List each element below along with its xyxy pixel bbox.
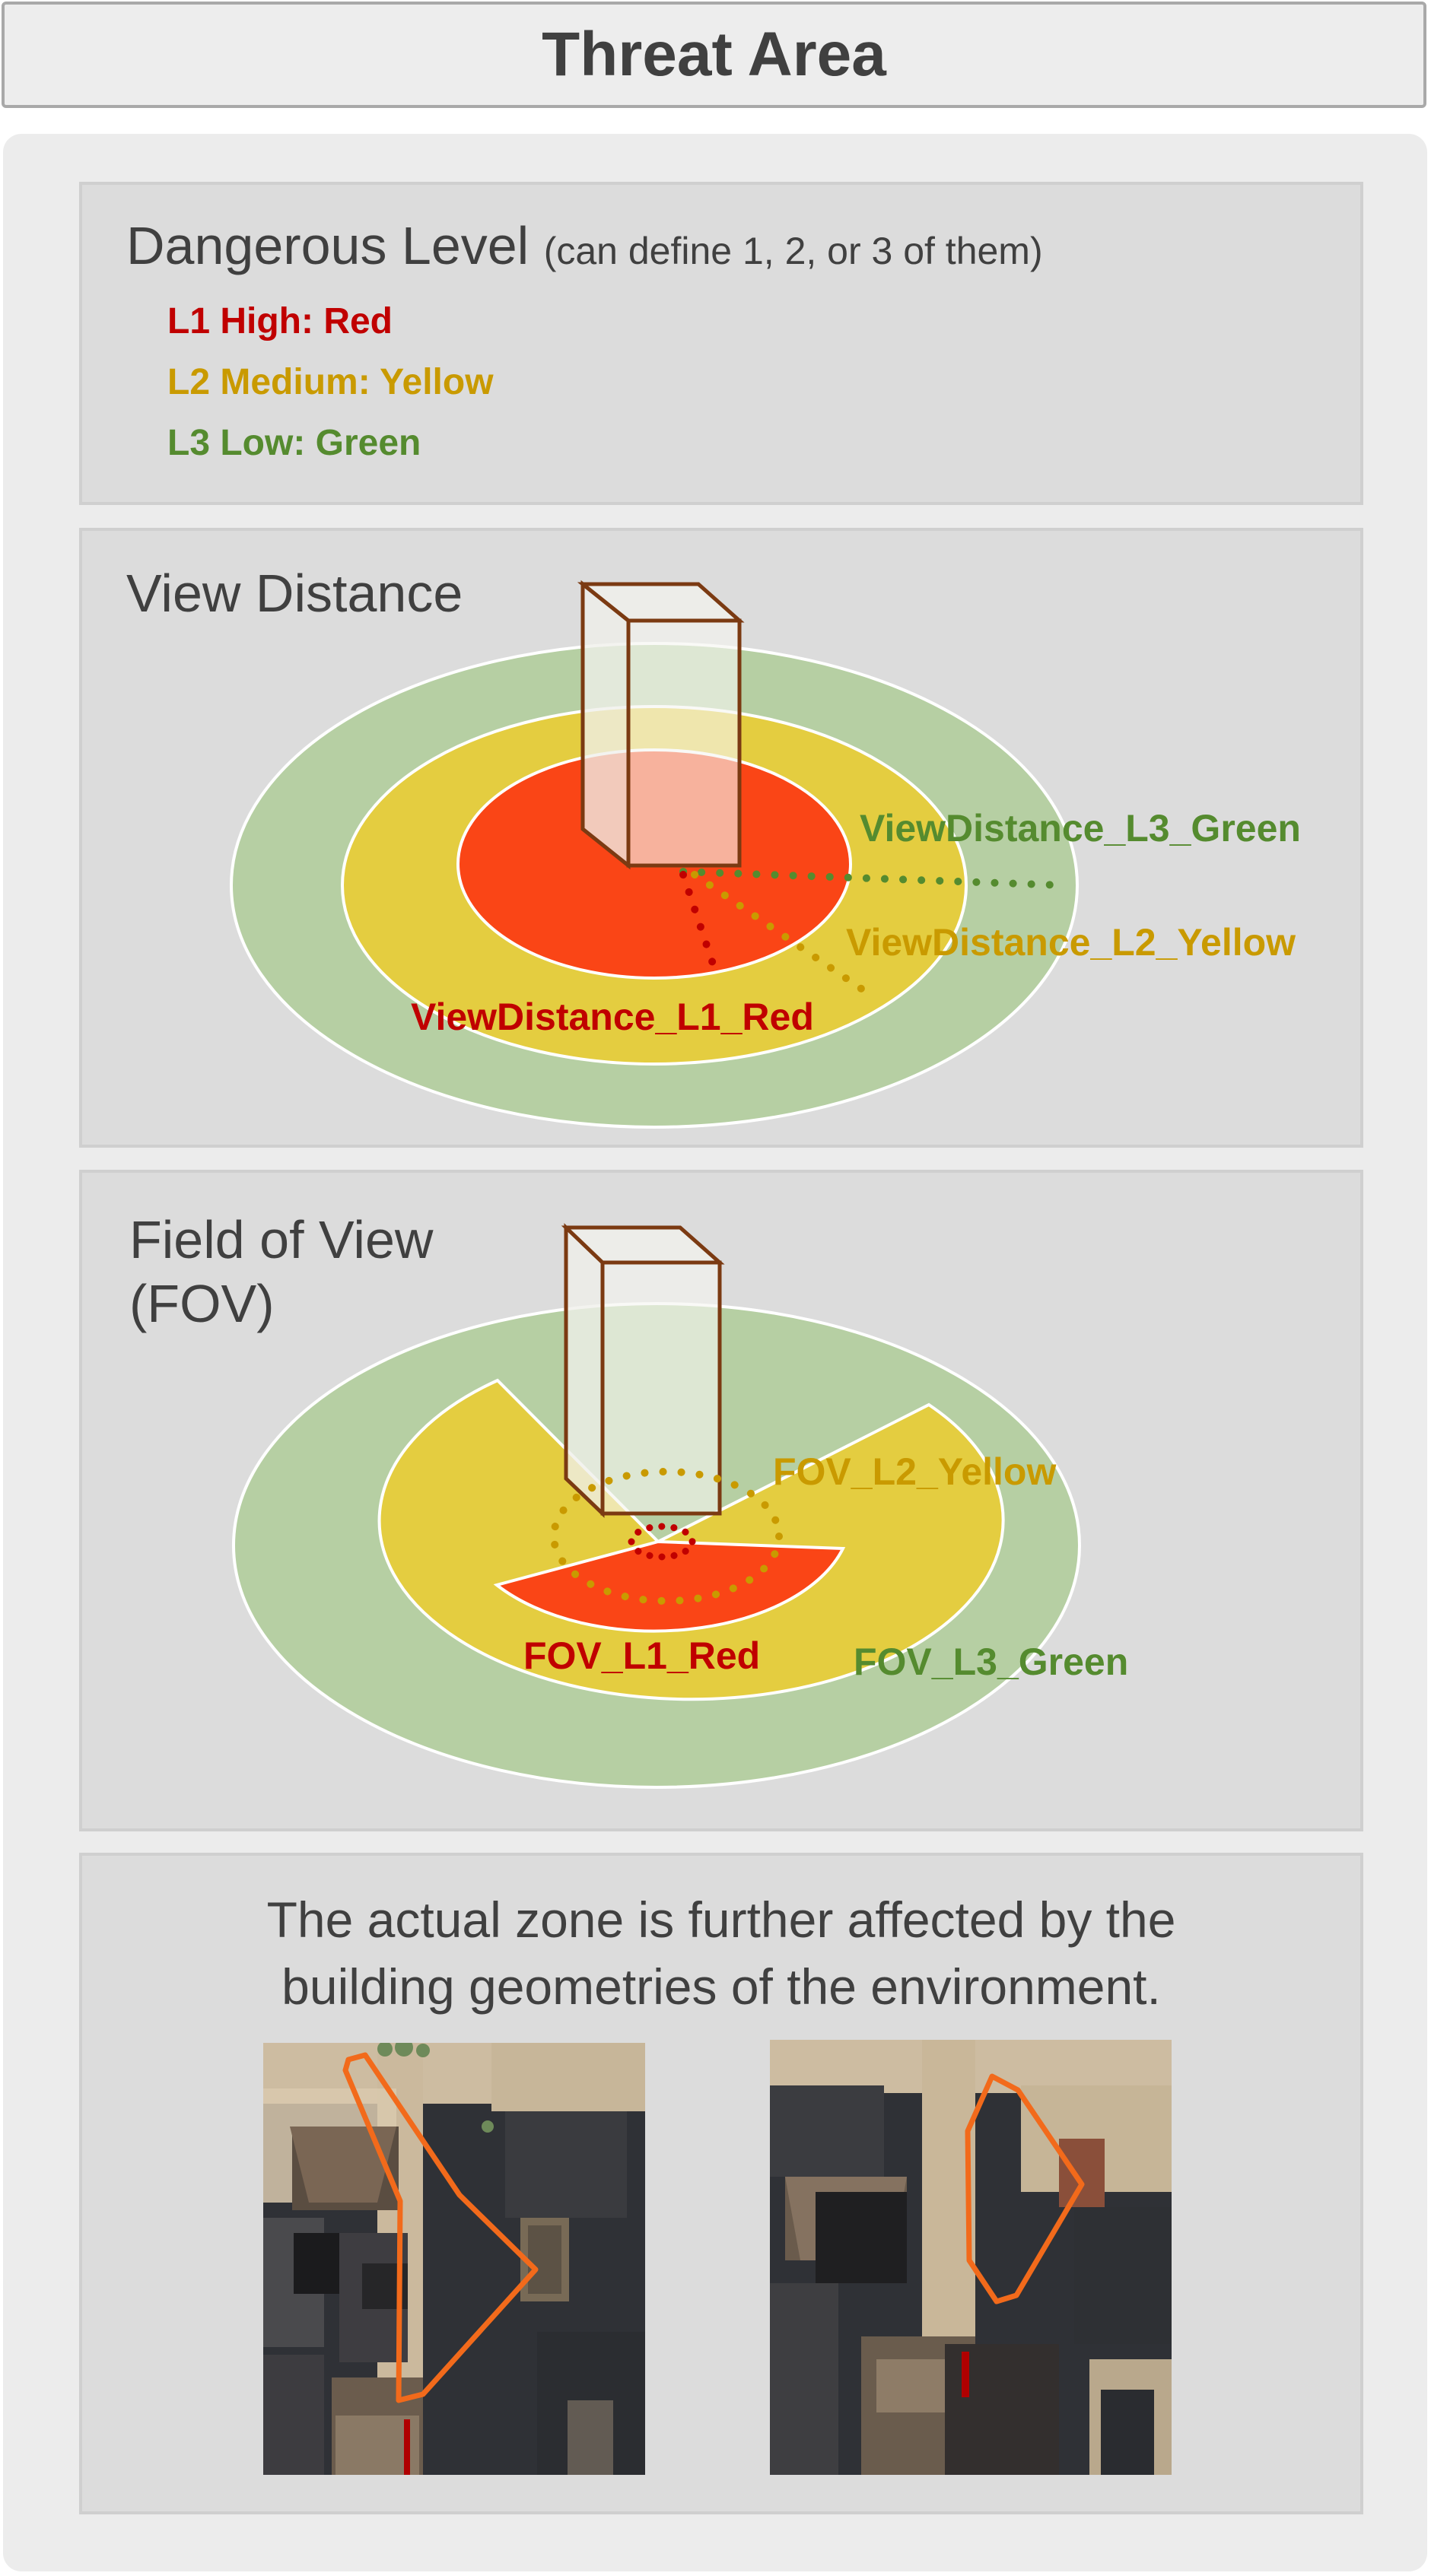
- view-distance-panel: View Distance ViewDistance_L3_Green View…: [79, 528, 1363, 1148]
- view-distance-diagram: ViewDistance_L3_Green ViewDistance_L2_Ye…: [230, 580, 1301, 1129]
- threat-outline-right: [965, 2073, 1085, 2304]
- label-view-distance-l3: ViewDistance_L3_Green: [860, 807, 1301, 850]
- fov-panel: Field of View (FOV) FOV_L2_Yellow FOV_L1…: [79, 1170, 1363, 1831]
- label-fov-l2: FOV_L2_Yellow: [773, 1450, 1056, 1493]
- content-area: Dangerous Level (can define 1, 2, or 3 o…: [3, 134, 1427, 2571]
- label-fov-l1: FOV_L1_Red: [523, 1634, 760, 1677]
- threat-outline-left: [342, 2052, 539, 2403]
- dangerous-level-title: Dangerous Level: [126, 216, 529, 275]
- fov-diagram: FOV_L2_Yellow FOV_L1_Red FOV_L3_Green: [232, 1223, 1128, 1789]
- fov-title-line2: (FOV): [129, 1274, 275, 1333]
- fov-title: Field of View (FOV): [129, 1208, 433, 1336]
- environment-map-right: [770, 2040, 1172, 2475]
- fov-title-line1: Field of View: [129, 1210, 434, 1269]
- environment-caption-line2: building geometries of the environment.: [281, 1958, 1161, 2015]
- level-l1-red: L1 High: Red: [167, 301, 393, 341]
- view-distance-title: View Distance: [126, 564, 463, 623]
- dangerous-level-heading: Dangerous Level (can define 1, 2, or 3 o…: [126, 214, 1043, 283]
- radius-l1-dotted: [679, 871, 717, 970]
- dangerous-level-subtitle: (can define 1, 2, or 3 of them): [543, 230, 1043, 272]
- label-view-distance-l1: ViewDistance_L1_Red: [411, 996, 814, 1038]
- environment-panel: The actual zone is further affected by t…: [79, 1853, 1363, 2514]
- dangerous-level-panel: Dangerous Level (can define 1, 2, or 3 o…: [79, 182, 1363, 505]
- fov-zone-l1-red: [493, 1539, 846, 1633]
- level-l3-green: L3 Low: Green: [167, 423, 421, 463]
- environment-map-left: [263, 2043, 645, 2475]
- level-l2-yellow: L2 Medium: Yellow: [167, 362, 494, 402]
- label-view-distance-l2: ViewDistance_L2_Yellow: [846, 921, 1296, 964]
- page-title: Threat Area: [2, 2, 1426, 108]
- fov-building-box: [561, 1223, 725, 1518]
- building-box: [577, 580, 745, 870]
- fov-arc-l1-dotted: [628, 1523, 696, 1561]
- environment-caption: The actual zone is further affected by t…: [82, 1886, 1360, 2020]
- label-fov-l3: FOV_L3_Green: [854, 1641, 1128, 1683]
- fov-arc-l2-dotted: [550, 1468, 783, 1605]
- radius-l2-dotted: [691, 871, 870, 996]
- environment-caption-line1: The actual zone is further affected by t…: [266, 1892, 1176, 1948]
